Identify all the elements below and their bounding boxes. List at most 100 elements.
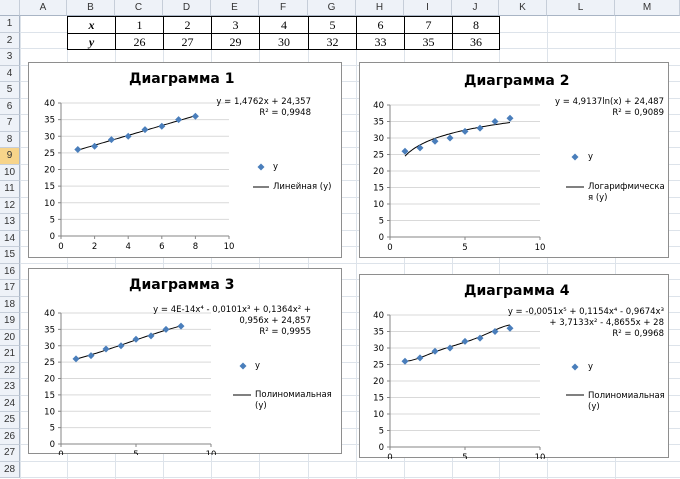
column-header-i[interactable]: I	[404, 0, 452, 16]
x-tick-label: 4	[125, 242, 130, 252]
row-header-9[interactable]: 9	[0, 148, 20, 165]
row-header-7[interactable]: 7	[0, 115, 20, 132]
y-row-value-cell[interactable]: 27	[163, 32, 212, 50]
row-header-16[interactable]: 16	[0, 263, 20, 280]
data-point-marker	[416, 354, 424, 362]
x-row-value-cell[interactable]: 1	[115, 16, 164, 34]
y-tick-label: 30	[44, 342, 55, 352]
column-header-j[interactable]: J	[452, 0, 499, 16]
row-header-25[interactable]: 25	[0, 412, 20, 429]
grid-line-horizontal	[20, 312, 680, 313]
row-header-2[interactable]: 2	[0, 32, 20, 49]
column-header-k[interactable]: K	[499, 0, 547, 16]
data-point-marker	[191, 112, 199, 120]
row-header-21[interactable]: 21	[0, 346, 20, 363]
y-tick-label: 10	[44, 199, 55, 209]
y-row-label-cell[interactable]: y	[67, 32, 116, 50]
column-header-a[interactable]: A	[20, 0, 67, 16]
row-header-5[interactable]: 5	[0, 82, 20, 99]
data-point-marker	[74, 146, 82, 154]
legend-trendline-label: Линейная (y)	[273, 182, 332, 192]
grid-line-horizontal	[20, 477, 680, 478]
y-tick-label: 20	[44, 166, 55, 176]
y-tick-label: 15	[373, 394, 384, 404]
row-header-17[interactable]: 17	[0, 280, 20, 297]
row-header-8[interactable]: 8	[0, 131, 20, 148]
x-row-value-cell[interactable]: 5	[308, 16, 357, 34]
x-tick-label: 10	[206, 450, 217, 455]
chart-3-plot[interactable]: 0 5 10 15 20 25 30 35 40 0 5 10	[29, 269, 343, 455]
x-tick-label: 10	[224, 242, 235, 252]
x-row-value-cell[interactable]: 6	[356, 16, 405, 34]
y-row-value-cell[interactable]: 26	[115, 32, 164, 50]
legend-marker	[257, 163, 265, 171]
column-header-c[interactable]: C	[115, 0, 163, 16]
column-header-h[interactable]: H	[356, 0, 404, 16]
row-header-20[interactable]: 20	[0, 329, 20, 346]
row-header-14[interactable]: 14	[0, 230, 20, 247]
x-row-value-cell[interactable]: 3	[211, 16, 260, 34]
x-row-value-cell[interactable]: 8	[452, 16, 500, 34]
y-tick-label: 15	[44, 182, 55, 192]
trendline-equation: y = -0,0051x⁵ + 0,1154x⁴ - 0,9674x³ + 3,7…	[508, 307, 664, 340]
row-header-22[interactable]: 22	[0, 362, 20, 379]
chart-4-plot[interactable]: 0 5 10 15 20 25 30 35 40 0 5 10	[360, 275, 670, 459]
y-tick-label: 35	[44, 116, 55, 126]
y-row-value-cell[interactable]: 33	[356, 32, 405, 50]
chart-2-plot[interactable]: 0 5 10 15 20 25 30 35 40 0 5 10	[360, 63, 670, 259]
grid-line-horizontal	[20, 246, 680, 247]
row-header-28[interactable]: 28	[0, 461, 20, 478]
data-point-marker	[107, 136, 115, 144]
row-header-4[interactable]: 4	[0, 65, 20, 82]
y-row-value-cell[interactable]: 35	[404, 32, 453, 50]
chart-1-plot[interactable]: 0 5 10 15 20 25 30 35 40 0 2 4 6 8 10	[29, 63, 343, 259]
chart-3[interactable]: 0 5 10 15 20 25 30 35 40 0 5 10 Диаграмма 3 y = 4E-14…	[28, 268, 343, 455]
x-tick-label: 6	[159, 242, 164, 252]
x-row-value-cell[interactable]: 2	[163, 16, 212, 34]
column-header-m[interactable]: M	[615, 0, 680, 16]
column-header-e[interactable]: E	[211, 0, 259, 16]
row-header-27[interactable]: 27	[0, 445, 20, 462]
data-point-marker	[506, 114, 514, 122]
column-header-b[interactable]: B	[67, 0, 115, 16]
column-header-d[interactable]: D	[163, 0, 211, 16]
row-header-19[interactable]: 19	[0, 313, 20, 330]
x-tick-label: 10	[535, 243, 546, 253]
row-header-13[interactable]: 13	[0, 214, 20, 231]
chart-4[interactable]: 0 5 10 15 20 25 30 35 40 0 5 10 Диаграмма 4 y = -0,00…	[359, 274, 670, 459]
row-header-10[interactable]: 10	[0, 164, 20, 181]
row-header-12[interactable]: 12	[0, 197, 20, 214]
y-row-value-cell[interactable]: 30	[259, 32, 309, 50]
x-row-value-cell[interactable]: 4	[259, 16, 309, 34]
y-row-value-cell[interactable]: 32	[308, 32, 357, 50]
row-header-24[interactable]: 24	[0, 395, 20, 412]
legend-series-label: y	[588, 152, 594, 162]
grid-line-horizontal	[20, 279, 680, 280]
column-header-l[interactable]: L	[547, 0, 615, 16]
y-row-value-cell[interactable]: 36	[452, 32, 500, 50]
row-header-3[interactable]: 3	[0, 49, 20, 66]
data-point-marker	[491, 118, 499, 125]
column-header-g[interactable]: G	[308, 0, 356, 16]
row-header-26[interactable]: 26	[0, 428, 20, 445]
row-header-6[interactable]: 6	[0, 98, 20, 115]
row-header-18[interactable]: 18	[0, 296, 20, 313]
grid-line-horizontal	[20, 180, 680, 181]
column-header-f[interactable]: F	[259, 0, 308, 16]
chart-1[interactable]: 0 5 10 15 20 25 30 35 40 0 2 4 6 8 10 Диаграмма 1 y = 1,…	[28, 62, 342, 258]
chart-2[interactable]: 0 5 10 15 20 25 30 35 40 0 5 10 Диаграмма 2 y = 4,913…	[359, 62, 669, 258]
x-row-value-cell[interactable]: 7	[404, 16, 453, 34]
row-header-1[interactable]: 1	[0, 16, 20, 33]
row-header-11[interactable]: 11	[0, 181, 20, 198]
y-row-value-cell[interactable]: 29	[211, 32, 260, 50]
x-row-label-cell[interactable]: x	[67, 16, 116, 34]
grid-line-horizontal	[20, 345, 680, 346]
x-tick-label: 5	[462, 243, 467, 253]
grid-line-horizontal	[20, 361, 680, 363]
trendline-equation: y = 4,9137ln(x) + 24,487 R² = 0,9089	[555, 97, 664, 119]
y-tick-label: 35	[44, 325, 55, 335]
row-header-15[interactable]: 15	[0, 247, 20, 264]
row-header-23[interactable]: 23	[0, 379, 20, 396]
select-all-corner[interactable]	[0, 0, 20, 16]
